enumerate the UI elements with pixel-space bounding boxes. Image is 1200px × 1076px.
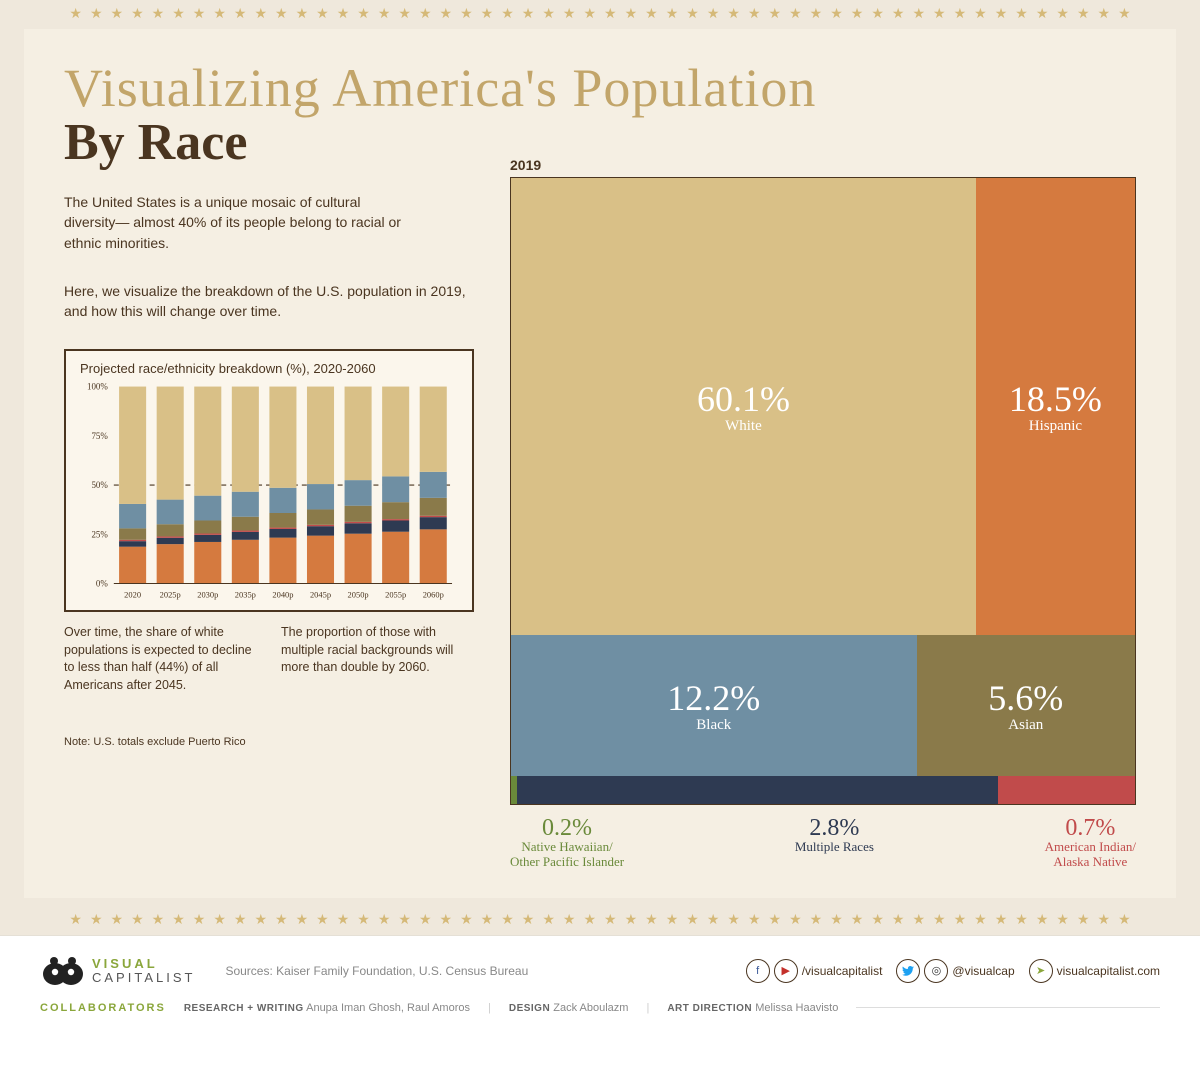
treemap-cell-black: 12.2%Black (511, 635, 917, 776)
right-column: 2019 60.1%White18.5%Hispanic12.2%Black5.… (510, 192, 1136, 870)
logo-text: VISUAL CAPITALIST (92, 957, 195, 984)
chart-annotations: Over time, the share of white population… (64, 624, 474, 694)
sources-text: Sources: Kaiser Family Foundation, U.S. … (225, 964, 715, 978)
svg-text:2025p: 2025p (160, 590, 181, 600)
star-border-bottom: ★★★★★★★★★★★★★★★★★★★★★★★★★★★★★★★★★★★★★★★★… (0, 906, 1200, 935)
design-name: Zack Aboulazm (553, 1002, 628, 1014)
treemap-external-label-multiple: 2.8%Multiple Races (795, 815, 874, 870)
svg-text:25%: 25% (91, 530, 108, 540)
logo-text-line1: VISUAL (92, 957, 195, 971)
collaborators-label: COLLABORATORS (40, 1002, 166, 1014)
treemap-pct-asian: 5.6% (988, 677, 1063, 719)
treemap-external-pct-nhpi: 0.2% (510, 815, 624, 842)
separator: | (646, 1002, 649, 1014)
page-root: ★★★★★★★★★★★★★★★★★★★★★★★★★★★★★★★★★★★★★★★★… (0, 0, 1200, 1028)
treemap-external-text-nhpi: Native Hawaiian/Other Pacific Islander (510, 840, 624, 870)
intro-paragraph-2: Here, we visualize the breakdown of the … (64, 281, 474, 322)
svg-text:100%: 100% (87, 382, 108, 392)
treemap-external-label-aian: 0.7%American Indian/Alaska Native (1045, 815, 1136, 870)
treemap-pct-hispanic: 18.5% (1009, 378, 1102, 420)
svg-text:2040p: 2040p (272, 590, 293, 600)
columns: The United States is a unique mosaic of … (64, 192, 1136, 870)
treemap-year: 2019 (510, 157, 1136, 173)
art-role: ART DIRECTION (667, 1003, 752, 1014)
social-handle-3: visualcapitalist.com (1057, 964, 1160, 978)
treemap-label-hispanic: Hispanic (1029, 418, 1082, 435)
social-links: f ▶ /visualcapitalist ◎ @visualcap ➤ vis… (746, 959, 1160, 983)
annotation-white-decline: Over time, the share of white population… (64, 624, 257, 694)
treemap-pct-white: 60.1% (697, 378, 790, 420)
facebook-icon: f (746, 959, 770, 983)
svg-text:2030p: 2030p (197, 590, 218, 600)
treemap-cell-multiple (517, 776, 997, 804)
treemap-pct-black: 12.2% (667, 677, 760, 719)
page-title-line1: Visualizing America's Population (64, 57, 1136, 119)
svg-text:50%: 50% (91, 481, 108, 491)
design-role: DESIGN (509, 1003, 550, 1014)
social-website[interactable]: ➤ visualcapitalist.com (1029, 959, 1160, 983)
projection-chart-container: Projected race/ethnicity breakdown (%), … (64, 349, 474, 612)
art-name: Melissa Haavisto (755, 1002, 838, 1014)
social-handle-2: @visualcap (952, 964, 1014, 978)
svg-text:2050p: 2050p (348, 590, 369, 600)
footnote: Note: U.S. totals exclude Puerto Rico (64, 736, 474, 748)
svg-text:2035p: 2035p (235, 590, 256, 600)
cursor-icon: ➤ (1029, 959, 1053, 983)
collaborators-bar: COLLABORATORS RESEARCH + WRITING Anupa I… (0, 994, 1200, 1028)
treemap-external-pct-multiple: 2.8% (795, 815, 874, 842)
treemap-cell-asian: 5.6%Asian (917, 635, 1135, 776)
treemap-chart: 60.1%White18.5%Hispanic12.2%Black5.6%Asi… (510, 177, 1136, 805)
left-column: The United States is a unique mosaic of … (64, 192, 474, 870)
content-panel: Visualizing America's Population By Race… (24, 29, 1176, 898)
treemap-external-label-nhpi: 0.2%Native Hawaiian/Other Pacific Island… (510, 815, 624, 870)
research-names: Anupa Iman Ghosh, Raul Amoros (306, 1002, 470, 1014)
instagram-icon: ◎ (924, 959, 948, 983)
logo: VISUAL CAPITALIST (40, 954, 195, 988)
treemap-cell-hispanic: 18.5%Hispanic (976, 178, 1135, 635)
separator: | (488, 1002, 491, 1014)
treemap-label-black: Black (696, 717, 731, 734)
treemap-external-text-multiple: Multiple Races (795, 840, 874, 855)
twitter-icon (896, 959, 920, 983)
star-border-top: ★★★★★★★★★★★★★★★★★★★★★★★★★★★★★★★★★★★★★★★★… (0, 0, 1200, 29)
treemap-label-asian: Asian (1008, 717, 1043, 734)
youtube-icon: ▶ (774, 959, 798, 983)
projection-chart: 0% 25% 50% 75% 100% 2020 2025p 2030p 2035p 2040p 2… (80, 382, 458, 602)
svg-text:2020: 2020 (124, 590, 141, 600)
collaborators-divider (856, 1007, 1160, 1008)
svg-text:75%: 75% (91, 431, 108, 441)
svg-text:2045p: 2045p (310, 590, 331, 600)
treemap-external-text-aian: American Indian/Alaska Native (1045, 840, 1136, 870)
svg-text:2055p: 2055p (385, 590, 406, 600)
social-facebook-youtube[interactable]: f ▶ /visualcapitalist (746, 959, 883, 983)
treemap-cell-white: 60.1%White (511, 178, 976, 635)
svg-text:0%: 0% (96, 579, 108, 589)
logo-text-line2: CAPITALIST (92, 971, 195, 985)
social-twitter-instagram[interactable]: ◎ @visualcap (896, 959, 1014, 983)
intro-paragraph-1: The United States is a unique mosaic of … (64, 192, 414, 253)
footer: VISUAL CAPITALIST Sources: Kaiser Family… (0, 935, 1200, 994)
logo-icon (40, 954, 86, 988)
annotation-multiple-growth: The proportion of those with multiple ra… (281, 624, 474, 694)
treemap-cell-aian (998, 776, 1135, 804)
svg-text:2060p: 2060p (423, 590, 444, 600)
treemap-label-white: White (725, 418, 762, 435)
social-handle-1: /visualcapitalist (802, 964, 883, 978)
research-role: RESEARCH + WRITING (184, 1003, 304, 1014)
treemap-small-labels: 0.2%Native Hawaiian/Other Pacific Island… (510, 815, 1136, 870)
projection-chart-title: Projected race/ethnicity breakdown (%), … (80, 361, 458, 376)
treemap-external-pct-aian: 0.7% (1045, 815, 1136, 842)
